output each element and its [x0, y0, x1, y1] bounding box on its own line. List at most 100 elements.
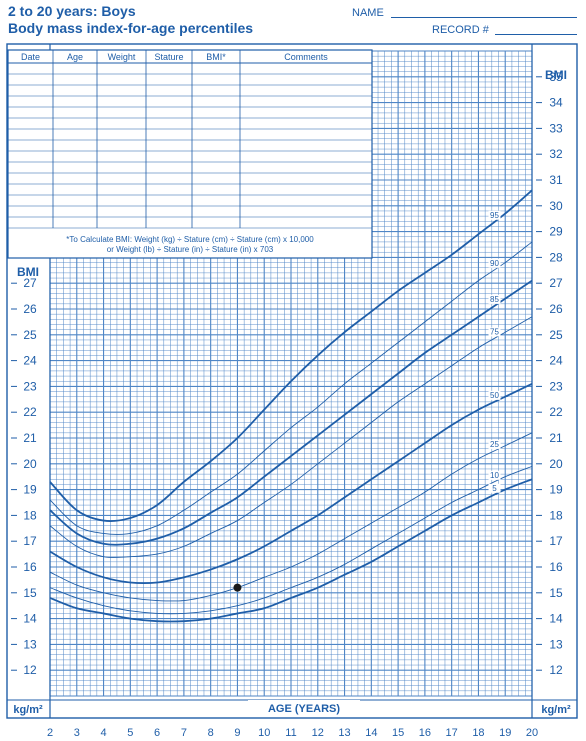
- y-tick-label-right: 30: [549, 199, 563, 213]
- chart-subtitle: Body mass index-for-age percentiles: [8, 20, 254, 36]
- y-tick-label-right: 13: [549, 637, 563, 651]
- name-field[interactable]: [391, 17, 577, 18]
- x-tick-label: 4: [100, 727, 106, 739]
- y-tick-label-right: 17: [549, 534, 563, 548]
- x-axis-label: AGE (YEARS): [268, 703, 340, 715]
- percentile-label-bg: [488, 210, 501, 220]
- name-label: NAME: [352, 7, 384, 19]
- table-header-cell: Stature: [154, 52, 183, 62]
- percentile-90-label: 90: [490, 259, 499, 268]
- y-tick-label-right: 29: [549, 225, 563, 239]
- percentile-label-bg: [488, 390, 501, 400]
- percentile-label-bg: [488, 439, 501, 449]
- x-tick-label: 5: [127, 727, 133, 739]
- percentile-label-bg: [488, 483, 501, 493]
- y-tick-label-right: 23: [549, 379, 563, 393]
- percentile-25-label: 25: [490, 440, 499, 449]
- percentile-label-bg: [488, 470, 501, 480]
- percentile-10-label: 10: [490, 471, 499, 480]
- y-tick-label-right: 25: [549, 328, 563, 342]
- y-tick-label-right: 16: [549, 560, 563, 574]
- plotted-point: [233, 583, 242, 592]
- percentile-label-bg: [488, 294, 501, 304]
- percentile-50-line: [49, 383, 533, 585]
- record-table: Date Age Weight Stature BMI* Comments: [7, 49, 373, 259]
- percentile-85-label: 85: [490, 295, 499, 304]
- y-tick-label-right: 26: [549, 302, 563, 316]
- left-unit-label: kg/m²: [13, 704, 43, 716]
- percentile-5-label: 5: [492, 484, 497, 493]
- x-tick-label: 8: [208, 727, 214, 739]
- y-tick-label-right: 20: [549, 457, 563, 471]
- y-tick-label-right: 19: [549, 483, 563, 497]
- chart-title: 2 to 20 years: Boys: [8, 3, 136, 19]
- y-tick-label-left: 24: [23, 354, 37, 368]
- x-tick-label: 20: [526, 727, 538, 739]
- table-header-cell: Date: [21, 52, 40, 62]
- percentile-85-line: [49, 279, 533, 546]
- y-tick-label-right: 22: [549, 405, 563, 419]
- y-tick-label-right: 24: [549, 354, 563, 368]
- y-tick-label-left: 16: [23, 560, 37, 574]
- data-points: [233, 583, 242, 592]
- y-tick-label-right: 28: [549, 250, 563, 264]
- y-tick-label-left: 14: [23, 612, 37, 626]
- y-tick-label-left: 23: [23, 379, 37, 393]
- x-tick-label: 19: [499, 727, 511, 739]
- y-tick-label-left: 22: [23, 405, 37, 419]
- percentile-curves: 95 90 85 75 50 25 10 5: [49, 189, 533, 623]
- y-tick-label-right: 14: [549, 612, 563, 626]
- x-tick-label: 7: [181, 727, 187, 739]
- y-tick-label-right: 21: [549, 431, 563, 445]
- y-tick-label-left: 27: [23, 276, 37, 290]
- percentile-90-line: [49, 241, 533, 535]
- y-tick-label-right: 31: [549, 173, 563, 187]
- x-tick-label: 9: [234, 727, 240, 739]
- y-tick-label-left: 19: [23, 483, 37, 497]
- y-tick-label-right: 33: [549, 121, 563, 135]
- percentile-50-label: 50: [490, 391, 499, 400]
- y-tick-label-left: 25: [23, 328, 37, 342]
- record-field[interactable]: [495, 34, 577, 35]
- right-axis-bmi-label: BMI: [545, 68, 567, 82]
- y-tick-label-left: 13: [23, 637, 37, 651]
- x-tick-label: 2: [47, 727, 53, 739]
- x-tick-label: 14: [365, 727, 377, 739]
- y-tick-label-left: 26: [23, 302, 37, 316]
- x-axis-label-bg: [248, 700, 360, 715]
- y-tick-label-right: 35: [549, 70, 563, 84]
- y-tick-label-right: 18: [549, 508, 563, 522]
- table-header-cell: Age: [67, 52, 83, 62]
- percentile-95-label: 95: [490, 211, 499, 220]
- percentile-75-line: [49, 316, 533, 558]
- table-frame: [7, 49, 373, 259]
- y-tick-label-left: 18: [23, 508, 37, 522]
- y-tick-label-left: 20: [23, 457, 37, 471]
- x-tick-label: 13: [338, 727, 350, 739]
- percentile-75-label: 75: [490, 327, 499, 336]
- y-tick-label-right: 27: [549, 276, 563, 290]
- x-tick-label: 15: [392, 727, 404, 739]
- x-tick-label: 10: [258, 727, 270, 739]
- record-label: RECORD #: [432, 24, 489, 36]
- percentile-25-line: [49, 432, 533, 602]
- chart-border: [6, 43, 578, 719]
- y-tick-label-left: 12: [23, 663, 37, 677]
- y-tick-label-left: 21: [23, 431, 37, 445]
- bmi-formula-line2: or Weight (lb) ÷ Stature (in) ÷ Stature …: [107, 245, 274, 254]
- y-tick-label-right: 34: [549, 96, 563, 110]
- percentile-10-line: [49, 465, 533, 615]
- x-tick-label: 17: [446, 727, 458, 739]
- x-tick-label: 16: [419, 727, 431, 739]
- x-tick-label: 12: [312, 727, 324, 739]
- percentile-5-line: [49, 478, 533, 623]
- x-tick-label: 18: [472, 727, 484, 739]
- table-header-cell: Comments: [284, 52, 328, 62]
- percentile-label-bg: [488, 327, 501, 337]
- table-header-cell: Weight: [108, 52, 136, 62]
- x-tick-label: 11: [285, 727, 296, 739]
- bmi-formula-line1: *To Calculate BMI: Weight (kg) ÷ Stature…: [66, 235, 314, 244]
- x-tick-label: 3: [74, 727, 80, 739]
- y-tick-label-left: 15: [23, 586, 37, 600]
